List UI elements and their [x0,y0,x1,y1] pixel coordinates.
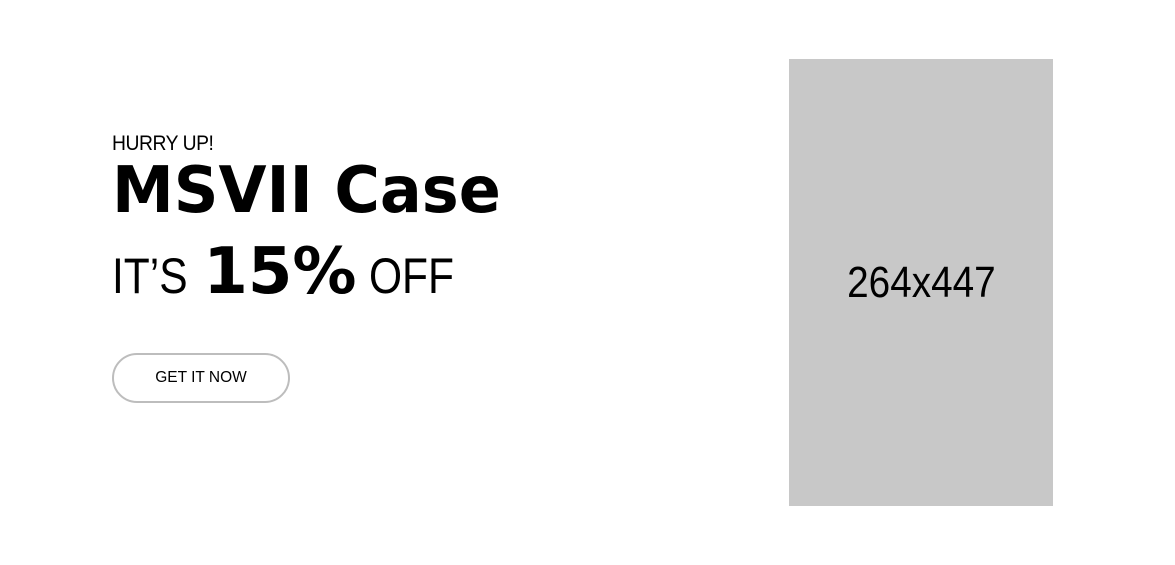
offer-discount-value: 15% [203,235,357,309]
get-it-now-label: GET IT NOW [155,369,247,386]
placeholder-dimensions-label: 264x447 [846,257,996,307]
promo-copy: HURRY UP! MSVII Case IT’S 15% OFF [112,132,513,307]
get-it-now-button[interactable]: GET IT NOW [112,353,290,403]
offer-prefix: IT’S [112,248,188,304]
product-image-placeholder: 264x447 [789,59,1053,506]
promo-eyebrow: HURRY UP! [112,132,214,155]
promo-headline: MSVII Case [112,154,501,228]
offer-suffix: OFF [369,248,454,304]
promo-offer: IT’S 15% OFF [112,237,513,307]
